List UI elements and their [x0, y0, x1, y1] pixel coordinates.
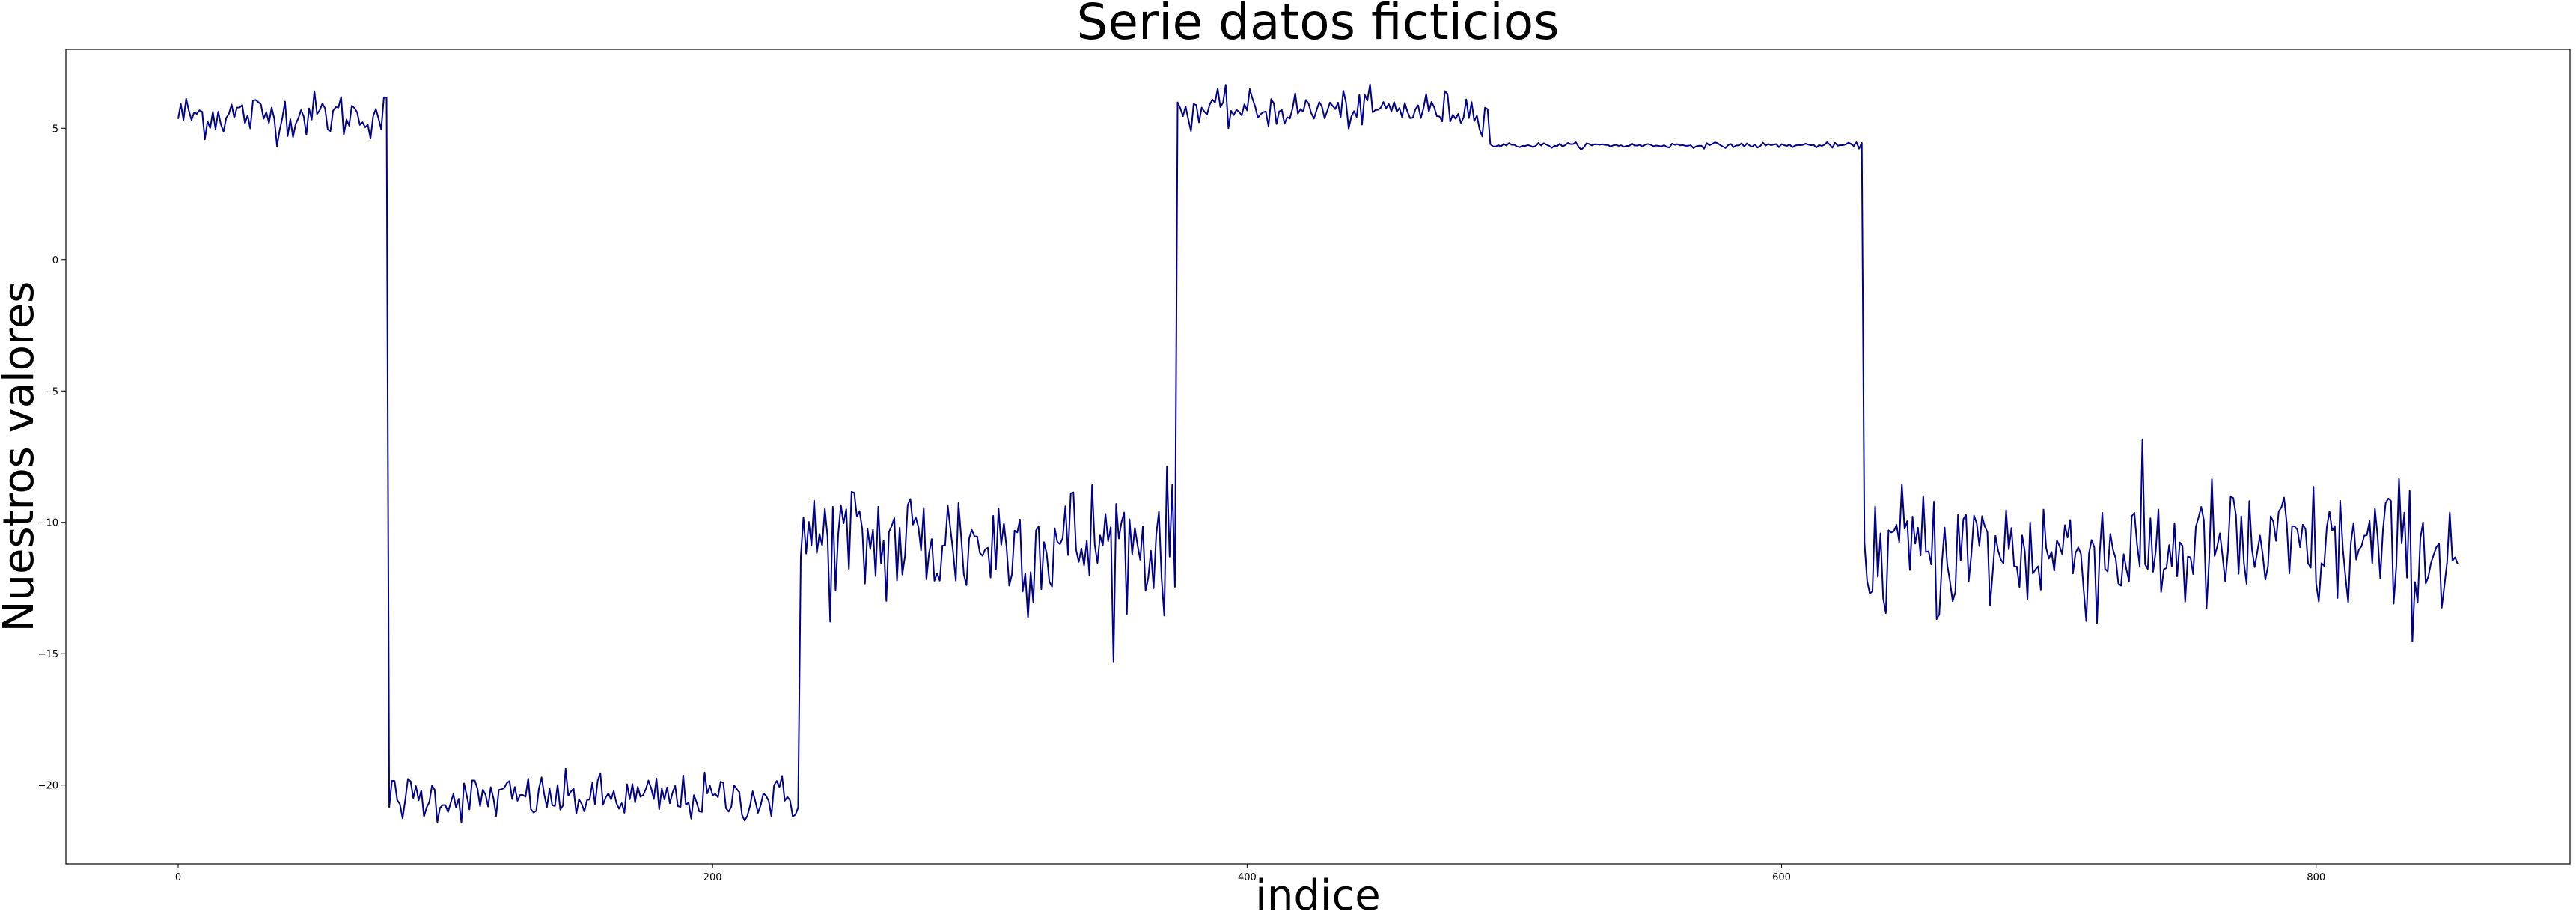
plot-area — [65, 49, 2571, 865]
y-tick-label: 0 — [52, 255, 58, 266]
x-axis-label: indice — [1255, 871, 1380, 920]
y-tick-label: −20 — [38, 781, 58, 792]
y-tick-label: 5 — [52, 124, 58, 135]
chart-title: Serie datos ficticios — [1077, 0, 1560, 51]
y-tick-label: −10 — [38, 518, 58, 529]
y-axis: −20 −15 −10 −5 0 5 — [38, 124, 66, 792]
axes-frame — [65, 49, 2571, 865]
y-tick-label: −15 — [38, 649, 58, 660]
series-line — [177, 83, 2459, 823]
x-tick-label: 800 — [2307, 872, 2325, 883]
x-tick-label: 200 — [703, 872, 722, 883]
y-tick-label: −5 — [44, 386, 58, 397]
x-tick-label: 0 — [175, 872, 181, 883]
x-tick-label: 400 — [1238, 872, 1257, 883]
y-axis-label: Nuestros valores — [0, 281, 43, 633]
x-axis: 0 200 400 600 800 — [175, 864, 2325, 883]
x-tick-label: 600 — [1772, 872, 1791, 883]
